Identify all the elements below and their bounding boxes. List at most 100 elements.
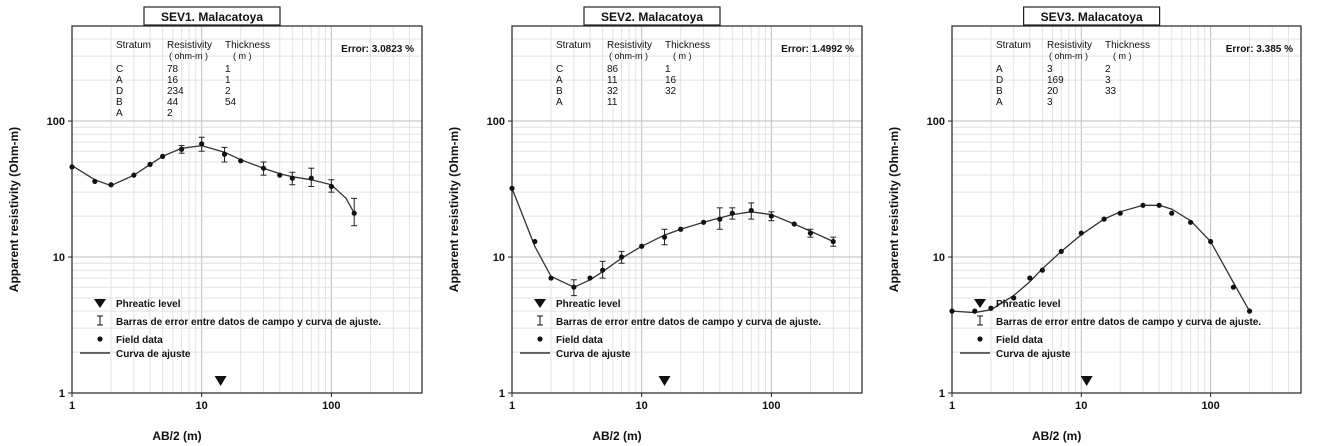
field-data-point [1156,202,1162,208]
table-cell-thickness: 2 [1105,64,1111,75]
table-cell-stratum: D [996,75,1003,86]
sev3-chart: 1 10 100 1 10 100 AB/2 (m) Apparent resistivity… [887,6,1302,443]
table-header-thickness: Thickness [225,40,270,51]
layer-table: Stratum Resistivity Thickness ( ohm-m ) ( m … [116,40,270,119]
table-cell-thickness: 54 [225,97,237,108]
legend-field-data-symbol [977,336,983,342]
field-data-point [1027,275,1033,281]
table-header-resistivity-unit: ( ohm-m ) [169,51,208,61]
x-tick-label: 100 [1201,400,1219,412]
table-cell-thickness: 1 [225,64,231,75]
x-tick-label: 100 [762,400,780,412]
field-data-point [277,172,283,178]
field-data-point [260,165,267,171]
legend-error-bars-label: Barras de error entre datos de campo y c… [996,317,1261,328]
error-label: Error: 1.4992 % [781,44,854,55]
plot-frame [951,25,1302,394]
table-cell-resistivity: 16 [167,75,179,86]
table-cell-resistivity: 11 [607,75,618,86]
field-data-point [830,238,836,245]
table-cell-thickness: 1 [665,64,671,75]
y-tick-label: 100 [487,116,505,128]
chart-title: SEV2. Malacatoya [601,10,703,24]
sev2-chart: 1 10 100 1 10 100 AB/2 (m) Apparent resistivity… [447,6,863,443]
table-header-resistivity: Resistivity [1047,40,1092,51]
field-data-point [1078,230,1084,236]
table-cell-thickness: 16 [665,75,677,86]
field-data-point [661,234,668,240]
x-tick-label: 10 [196,400,208,412]
x-tick-label: 10 [1075,400,1087,412]
table-cell-resistivity: 44 [167,97,179,108]
field-data-point [1058,248,1064,254]
x-tick-label: 100 [322,400,340,412]
legend-field-data-label: Field data [556,335,603,346]
field-data-point [160,153,166,159]
field-data-point [351,210,357,216]
legend: Phreatic level Barras de error entre dato… [520,299,821,360]
table-cell-stratum: D [116,86,123,97]
error-label: Error: 3.0823 % [341,44,414,55]
y-tick-label: 100 [47,116,65,128]
sev1-chart: 1 10 100 1 10 100 AB/2 (m) Apparent resistivity… [7,6,423,443]
y-tick-label: 10 [933,252,945,264]
y-tick-label: 10 [53,252,65,264]
field-data-point [1140,202,1146,208]
legend: Phreatic level Barras de error entre dato… [80,299,381,360]
field-data-point [807,230,813,236]
table-header-thickness-unit: ( m ) [233,51,252,61]
field-data-point [532,238,538,245]
chart-title-box [143,6,281,26]
table-header-stratum: Stratum [556,40,591,51]
table-header-thickness-unit: ( m ) [1113,51,1132,61]
table-cell-thickness: 2 [225,86,231,97]
grid-lines [951,25,1302,394]
table-cell-resistivity: 169 [1047,75,1064,86]
table-header-thickness: Thickness [1105,40,1150,51]
table-cell-stratum: B [996,86,1003,97]
table-cell-stratum: A [996,97,1003,108]
table-cell-resistivity: 11 [607,97,618,108]
legend-fit-curve-label: Curva de ajuste [116,349,191,360]
field-data-point [700,219,707,225]
field-data-point [600,267,606,273]
table-header-stratum: Stratum [996,40,1031,51]
legend: Phreatic level Barras de error entre dato… [960,299,1261,360]
field-data-point [949,308,955,314]
chart-title-box [583,6,721,26]
error-label: Error: 3.385 % [1226,44,1293,55]
y-tick-label: 1 [499,388,505,400]
field-data-point [618,254,625,260]
field-data-point [571,284,577,290]
table-header-resistivity: Resistivity [167,40,212,51]
field-data-point [199,141,205,147]
table-header-resistivity-unit: ( ohm-m ) [1049,51,1088,61]
legend-phreatic-label: Phreatic level [556,299,621,310]
x-tick-label: 1 [69,400,75,412]
table-cell-stratum: C [556,64,563,75]
x-tick-label: 1 [949,400,955,412]
table-header-stratum: Stratum [116,40,151,51]
chart-title-box [1023,6,1161,26]
field-data-point [1039,267,1045,273]
table-cell-stratum: A [116,75,123,86]
plot-frame [71,25,423,394]
field-data-point [69,164,75,170]
legend-field-data-symbol [537,336,543,342]
x-axis-title: AB/2 (m) [1032,429,1081,443]
y-tick-label: 1 [59,388,65,400]
fit-curve [511,188,834,288]
legend-phreatic-label: Phreatic level [116,299,181,310]
table-header-thickness-unit: ( m ) [673,51,692,61]
field-data-point [1208,238,1214,245]
chart-title: SEV1. Malacatoya [161,10,263,24]
x-axis-title: AB/2 (m) [152,429,201,443]
table-cell-stratum: C [116,64,123,75]
legend-error-bars-label: Barras de error entre datos de campo y c… [556,317,821,328]
table-cell-resistivity: 20 [1047,86,1059,97]
table-cell-stratum: A [116,108,123,119]
field-data-point [92,178,98,184]
field-data-point [289,175,295,181]
legend-fit-curve-label: Curva de ajuste [556,349,631,360]
field-data-point [131,172,137,178]
